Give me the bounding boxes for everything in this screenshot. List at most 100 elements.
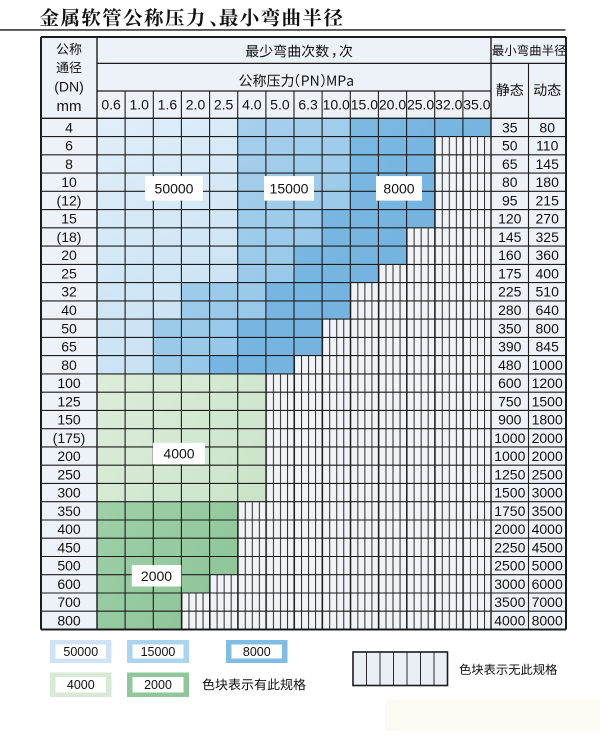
svg-text:10: 10 (61, 174, 77, 190)
svg-text:120: 120 (498, 211, 522, 227)
svg-text:50: 50 (502, 138, 518, 154)
svg-text:1500: 1500 (532, 393, 563, 409)
svg-text:2000: 2000 (532, 430, 563, 446)
svg-text:2500: 2500 (494, 558, 525, 574)
svg-text:1000: 1000 (494, 430, 525, 446)
svg-text:500: 500 (57, 558, 81, 574)
svg-text:250: 250 (57, 466, 81, 482)
svg-text:5000: 5000 (532, 558, 563, 574)
svg-text:1800: 1800 (532, 412, 563, 428)
svg-text:50000: 50000 (63, 645, 98, 659)
svg-text:(DN): (DN) (54, 79, 84, 95)
svg-text:400: 400 (536, 266, 560, 282)
svg-text:2.0: 2.0 (186, 96, 206, 112)
svg-text:10.0: 10.0 (323, 96, 350, 112)
svg-text:8000: 8000 (383, 180, 414, 196)
svg-text:1200: 1200 (532, 375, 563, 391)
svg-text:150: 150 (57, 412, 81, 428)
svg-text:15000: 15000 (141, 645, 176, 659)
svg-text:110: 110 (536, 138, 559, 154)
svg-text:20: 20 (61, 247, 77, 263)
svg-text:2.5: 2.5 (214, 96, 234, 112)
svg-text:7000: 7000 (532, 594, 563, 610)
svg-text:2250: 2250 (494, 539, 525, 555)
svg-text:2000: 2000 (141, 568, 172, 584)
svg-text:350: 350 (498, 320, 522, 336)
svg-text:600: 600 (498, 375, 522, 391)
svg-text:1750: 1750 (494, 503, 525, 519)
svg-text:2000: 2000 (494, 521, 525, 537)
svg-text:80: 80 (539, 119, 555, 135)
svg-text:6.3: 6.3 (298, 96, 318, 112)
svg-text:280: 280 (498, 302, 522, 318)
svg-text:4500: 4500 (532, 539, 563, 555)
svg-text:4: 4 (65, 119, 73, 135)
svg-text:125: 125 (57, 393, 81, 409)
svg-text:(18): (18) (57, 229, 82, 245)
svg-text:450: 450 (57, 539, 81, 555)
svg-text:8: 8 (65, 156, 73, 172)
svg-text:2000: 2000 (144, 678, 172, 692)
svg-text:175: 175 (498, 266, 522, 282)
svg-text:4000: 4000 (67, 678, 95, 692)
svg-text:4.0: 4.0 (242, 96, 262, 112)
svg-text:25: 25 (61, 266, 77, 282)
svg-text:50000: 50000 (155, 180, 194, 196)
svg-text:1000: 1000 (494, 448, 525, 464)
svg-text:2500: 2500 (532, 466, 563, 482)
svg-text:65: 65 (61, 339, 77, 355)
svg-text:35: 35 (502, 119, 518, 135)
svg-text:2000: 2000 (532, 448, 563, 464)
svg-text:160: 160 (498, 247, 522, 263)
svg-text:80: 80 (61, 357, 77, 373)
svg-text:mm: mm (57, 98, 82, 115)
svg-text:3000: 3000 (532, 485, 563, 501)
svg-text:3000: 3000 (494, 576, 525, 592)
svg-text:200: 200 (57, 448, 81, 464)
svg-text:5.0: 5.0 (270, 96, 290, 112)
svg-text:1000: 1000 (532, 357, 563, 373)
svg-text:1500: 1500 (494, 485, 525, 501)
svg-text:300: 300 (57, 485, 81, 501)
svg-text:25.0: 25.0 (407, 96, 434, 112)
svg-text:100: 100 (57, 375, 81, 391)
svg-text:35.0: 35.0 (463, 96, 490, 112)
svg-text:360: 360 (536, 247, 560, 263)
svg-text:350: 350 (57, 503, 81, 519)
svg-text:145: 145 (498, 229, 522, 245)
svg-text:180: 180 (536, 174, 560, 190)
svg-text:65: 65 (502, 156, 518, 172)
svg-text:510: 510 (536, 284, 560, 300)
svg-text:80: 80 (502, 174, 518, 190)
svg-text:215: 215 (536, 193, 560, 209)
svg-text:225: 225 (498, 284, 522, 300)
svg-text:700: 700 (57, 594, 81, 610)
svg-text:325: 325 (536, 229, 560, 245)
svg-text:20.0: 20.0 (379, 96, 406, 112)
svg-text:600: 600 (57, 576, 81, 592)
svg-text:750: 750 (498, 393, 522, 409)
svg-text:15000: 15000 (270, 180, 309, 196)
svg-text:(12): (12) (57, 193, 82, 209)
svg-text:8000: 8000 (243, 645, 271, 659)
svg-text:400: 400 (57, 521, 81, 537)
svg-text:15: 15 (61, 211, 77, 227)
svg-text:1250: 1250 (494, 466, 525, 482)
svg-text:4000: 4000 (494, 612, 525, 628)
svg-text:800: 800 (57, 612, 81, 628)
svg-text:800: 800 (536, 320, 560, 336)
svg-text:40: 40 (61, 302, 77, 318)
svg-text:0.6: 0.6 (101, 96, 121, 112)
svg-text:50: 50 (61, 320, 77, 336)
svg-text:390: 390 (498, 339, 522, 355)
svg-text:3500: 3500 (532, 503, 563, 519)
svg-text:32.0: 32.0 (435, 96, 462, 112)
svg-text:480: 480 (498, 357, 522, 373)
svg-text:1.6: 1.6 (158, 96, 178, 112)
svg-text:32: 32 (61, 284, 77, 300)
svg-text:(175): (175) (53, 430, 86, 446)
svg-text:6000: 6000 (532, 576, 563, 592)
svg-text:4000: 4000 (163, 446, 194, 462)
svg-text:8000: 8000 (532, 612, 563, 628)
svg-text:145: 145 (536, 156, 560, 172)
